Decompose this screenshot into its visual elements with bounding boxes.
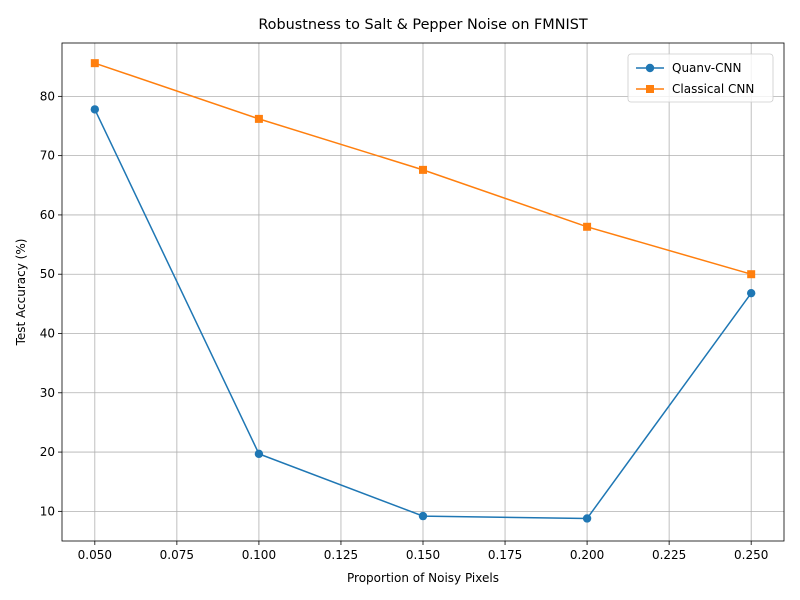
x-axis-label: Proportion of Noisy Pixels xyxy=(347,571,499,585)
chart-title: Robustness to Salt & Pepper Noise on FMN… xyxy=(258,17,588,33)
data-point xyxy=(254,449,264,459)
y-tick-label: 70 xyxy=(40,149,55,163)
legend-item: Classical CNN xyxy=(636,82,754,96)
data-point xyxy=(90,59,99,68)
plot-frame xyxy=(61,42,785,542)
data-point xyxy=(254,114,263,123)
legend: Quanv-CNN Classical CNN xyxy=(627,53,774,103)
legend-item: Quanv-CNN xyxy=(636,61,741,75)
data-point xyxy=(747,270,756,279)
x-tick-label: 0.125 xyxy=(324,548,358,562)
legend-marker xyxy=(645,63,655,73)
x-tick-label: 0.225 xyxy=(652,548,686,562)
x-tick-label: 0.050 xyxy=(78,548,112,562)
legend-marker xyxy=(646,85,654,93)
grid xyxy=(62,43,784,541)
data-point xyxy=(582,514,592,523)
data-point xyxy=(418,511,428,521)
y-tick-label: 80 xyxy=(40,89,55,103)
x-tick-label: 0.200 xyxy=(570,548,604,562)
data-point xyxy=(583,222,592,231)
legend-label: Quanv-CNN xyxy=(672,61,741,75)
y-tick-label: 20 xyxy=(40,445,55,459)
data-point xyxy=(746,288,756,298)
series-1 xyxy=(90,59,756,279)
x-tick-label: 0.075 xyxy=(160,548,194,562)
series-0 xyxy=(90,105,756,523)
x-axis-ticks: 0.050 0.075 0.100 0.125 0.150 0.175 0.200 0.225… xyxy=(78,541,768,562)
y-tick-label: 60 xyxy=(40,208,55,222)
x-tick-label: 0.100 xyxy=(242,548,276,562)
x-tick-label: 0.250 xyxy=(734,548,768,562)
y-axis-label: Test Accuracy (%) xyxy=(14,239,28,347)
x-tick-label: 0.175 xyxy=(488,548,522,562)
legend-label: Classical CNN xyxy=(672,82,754,96)
series-layer xyxy=(90,59,756,523)
data-point xyxy=(419,165,427,174)
y-tick-label: 50 xyxy=(40,267,55,281)
x-tick-label: 0.150 xyxy=(406,548,440,562)
data-point xyxy=(90,105,100,114)
y-tick-label: 40 xyxy=(40,327,55,341)
y-tick-label: 30 xyxy=(40,386,55,400)
y-tick-label: 10 xyxy=(40,504,55,518)
legend-box xyxy=(627,53,774,103)
y-axis-ticks: 10 20 30 40 50 60 70 80 xyxy=(40,89,62,518)
